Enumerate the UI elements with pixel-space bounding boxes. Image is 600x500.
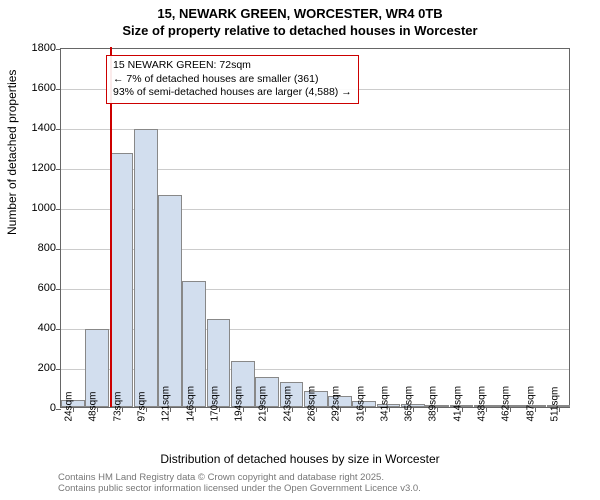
attribution-text: Contains HM Land Registry data © Crown c… (58, 472, 421, 495)
y-tick-label: 400 (38, 322, 56, 334)
annotation-line3: 93% of semi-detached houses are larger (… (113, 86, 352, 100)
plot-area: 15 NEWARK GREEN: 72sqm← 7% of detached h… (60, 48, 570, 408)
y-tick-label: 1200 (32, 162, 56, 174)
y-tick-label: 1000 (32, 202, 56, 214)
annotation-box: 15 NEWARK GREEN: 72sqm← 7% of detached h… (106, 55, 359, 104)
y-tick-label: 0 (50, 402, 56, 414)
chart-container: 15, NEWARK GREEN, WORCESTER, WR4 0TB Siz… (0, 0, 600, 500)
y-tick-label: 1600 (32, 82, 56, 94)
histogram-bar (158, 195, 182, 407)
y-axis-title: Number of detached properties (5, 70, 19, 235)
y-tick-mark (56, 289, 61, 290)
attribution-line2: Contains public sector information licen… (58, 483, 421, 494)
y-tick-mark (56, 369, 61, 370)
y-tick-label: 800 (38, 242, 56, 254)
histogram-bar (110, 153, 134, 407)
annotation-line2: ← 7% of detached houses are smaller (361… (113, 73, 352, 87)
y-tick-mark (56, 169, 61, 170)
chart-title-line1: 15, NEWARK GREEN, WORCESTER, WR4 0TB (0, 0, 600, 21)
y-tick-label: 1400 (32, 122, 56, 134)
y-tick-mark (56, 49, 61, 50)
annotation-line1: 15 NEWARK GREEN: 72sqm (113, 59, 352, 73)
y-tick-label: 600 (38, 282, 56, 294)
attribution-line1: Contains HM Land Registry data © Crown c… (58, 472, 421, 483)
y-tick-mark (56, 249, 61, 250)
y-tick-mark (56, 129, 61, 130)
y-tick-mark (56, 89, 61, 90)
x-axis-title: Distribution of detached houses by size … (0, 452, 600, 466)
y-tick-mark (56, 209, 61, 210)
histogram-bar (134, 129, 158, 407)
y-tick-label: 1800 (32, 42, 56, 54)
y-tick-mark (56, 329, 61, 330)
y-tick-mark (56, 409, 61, 410)
y-tick-label: 200 (38, 362, 56, 374)
chart-title-line2: Size of property relative to detached ho… (0, 21, 600, 38)
